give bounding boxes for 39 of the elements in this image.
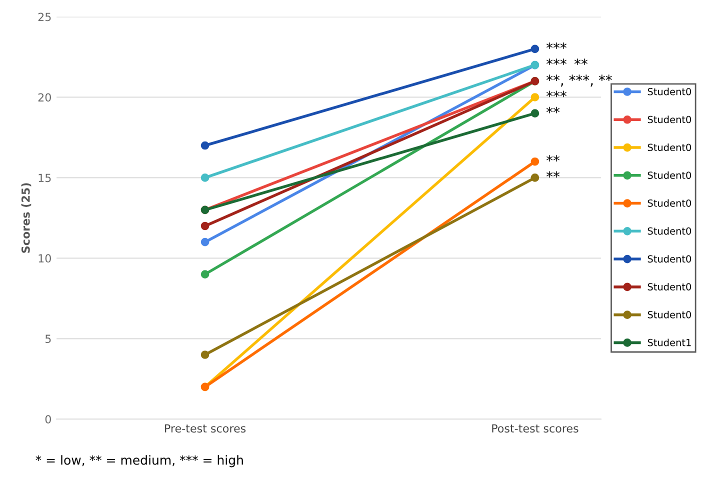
legend-label: Student0	[648, 144, 692, 152]
point	[530, 44, 540, 54]
y-tick-label: 5	[45, 334, 51, 344]
annotation: **, ***, **	[546, 74, 612, 87]
legend-label: Student0	[648, 171, 692, 179]
legend-label: Student0	[648, 282, 692, 290]
annotation: **	[574, 58, 588, 65]
point	[530, 109, 540, 118]
legend-label: Student1	[648, 338, 691, 346]
legend-label: Student0	[648, 255, 692, 263]
point	[200, 222, 210, 230]
point	[200, 270, 210, 278]
legend-label: Student0	[648, 116, 692, 124]
legend-label: Student0	[648, 199, 692, 207]
point	[530, 93, 540, 102]
point	[200, 174, 210, 182]
point	[200, 350, 210, 359]
y-axis-title: Scores (25)	[21, 183, 32, 253]
annotation: **	[546, 155, 560, 162]
x-tick-label: Post-test scores	[492, 424, 578, 433]
y-tick-label: 15	[38, 174, 51, 182]
point	[200, 238, 210, 246]
legend-label: Student0	[648, 310, 692, 318]
legend-label: Student0	[648, 88, 692, 96]
point	[530, 157, 540, 166]
y-tick-label: 25	[38, 12, 51, 22]
x-tick-label: Pre-test scores	[165, 424, 246, 433]
y-tick-label: 10	[38, 254, 51, 263]
annotation: ***	[546, 58, 566, 65]
annotation: **	[546, 106, 560, 114]
y-tick-label: 0	[45, 415, 51, 424]
annotation: ***	[546, 42, 566, 49]
text: * = low, ** = medium, *** = high	[36, 455, 243, 468]
point	[200, 141, 210, 150]
point	[530, 174, 540, 182]
y-tick-label: 20	[38, 93, 51, 102]
annotation: ***	[546, 90, 566, 98]
annotation: **	[546, 171, 560, 178]
legend-label: Student0	[648, 227, 692, 235]
